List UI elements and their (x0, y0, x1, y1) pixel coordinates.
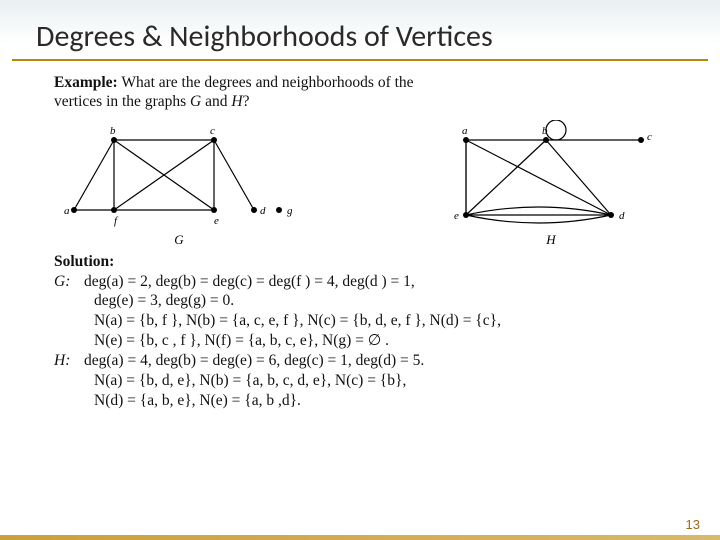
svg-text:g: g (287, 205, 293, 217)
svg-text:e: e (214, 215, 219, 227)
solution-label: Solution: (54, 252, 666, 272)
svg-text:d: d (260, 205, 266, 217)
sol-g1: deg(a) = 2, deg(b) = deg(c) = deg(f ) = … (84, 273, 415, 290)
svg-text:a: a (462, 125, 468, 137)
svg-text:b: b (542, 125, 548, 137)
question-text-1: What are the degrees and neighborhoods o… (118, 74, 414, 91)
svg-text:e: e (454, 210, 459, 222)
svg-text:c: c (210, 125, 215, 137)
sol-h-line-2: N(a) = {b, d, e}, N(b) = {a, b, c, d, e}… (54, 371, 666, 391)
question-end: ? (243, 93, 250, 110)
sol-h1: deg(a) = 4, deg(b) = deg(e) = 6, deg(c) … (84, 352, 424, 369)
sol-g-line-1: G:deg(a) = 2, deg(b) = deg(c) = deg(f ) … (54, 272, 666, 292)
page-title: Degrees & Neighborhoods of Vertices (36, 18, 684, 55)
question-and: and (201, 93, 231, 110)
graph-name-h: H (231, 93, 242, 110)
slide: Degrees & Neighborhoods of Vertices Exam… (0, 0, 720, 540)
svg-text:f: f (114, 215, 119, 227)
svg-text:d: d (619, 210, 625, 222)
sol-h-line-1: H:deg(a) = 4, deg(b) = deg(e) = 6, deg(c… (54, 351, 666, 371)
graph-g-container: a b c d e f g G (54, 120, 304, 248)
graph-h-svg: a b c d e (436, 120, 666, 230)
svg-text:c: c (647, 131, 652, 143)
solution-block: Solution: G:deg(a) = 2, deg(b) = deg(c) … (54, 252, 666, 411)
graph-h-label: H (436, 232, 666, 248)
example-question: Example: What are the degrees and neighb… (54, 73, 666, 112)
graph-g-label: G (54, 232, 304, 248)
graph-g-svg: a b c d e f g (54, 120, 304, 230)
sol-g-line-2: deg(e) = 3, deg(g) = 0. (54, 291, 666, 311)
title-container: Degrees & Neighborhoods of Vertices (12, 0, 708, 61)
page-number: 13 (686, 517, 700, 532)
example-label: Example: (54, 74, 118, 91)
graph-name-g: G (190, 93, 201, 110)
sol-h-line-3: N(d) = {a, b, e}, N(e) = {a, b ,d}. (54, 391, 666, 411)
sol-h-marker: H: (54, 351, 84, 371)
sol-g-line-3: N(a) = {b, f }, N(b) = {a, c, e, f }, N(… (54, 311, 666, 331)
sol-g-marker: G: (54, 272, 84, 292)
sol-g-line-4: N(e) = {b, c , f }, N(f) = {a, b, c, e},… (54, 331, 666, 351)
bottom-accent-bar (0, 535, 720, 540)
graphs-row: a b c d e f g G a b c d e H (54, 120, 666, 248)
slide-body: Example: What are the degrees and neighb… (0, 61, 720, 410)
svg-text:a: a (64, 205, 70, 217)
svg-text:b: b (110, 125, 116, 137)
graph-h-container: a b c d e H (436, 120, 666, 248)
question-text-2: vertices in the graphs (54, 93, 190, 110)
